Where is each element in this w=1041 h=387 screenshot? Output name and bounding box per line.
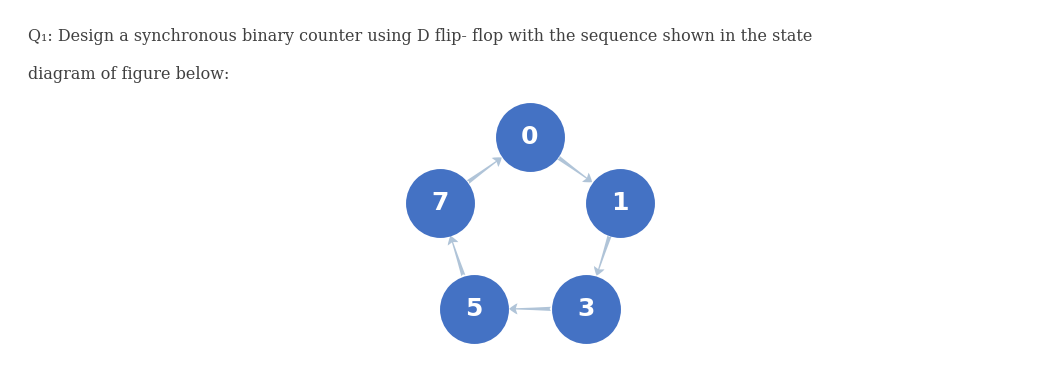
Text: 0: 0 (522, 125, 539, 149)
Text: Q₁: Design a synchronous binary counter using D flip- flop with the sequence sho: Q₁: Design a synchronous binary counter … (28, 28, 812, 45)
Text: diagram of figure below:: diagram of figure below: (28, 66, 229, 83)
Point (522, 134, 538, 140)
Text: 3: 3 (577, 297, 594, 321)
Point (465, 306, 482, 312)
Point (578, 306, 594, 312)
Point (612, 200, 629, 206)
Point (431, 200, 448, 206)
Text: 7: 7 (431, 191, 449, 215)
Text: 5: 5 (465, 297, 483, 321)
Text: 1: 1 (612, 191, 629, 215)
